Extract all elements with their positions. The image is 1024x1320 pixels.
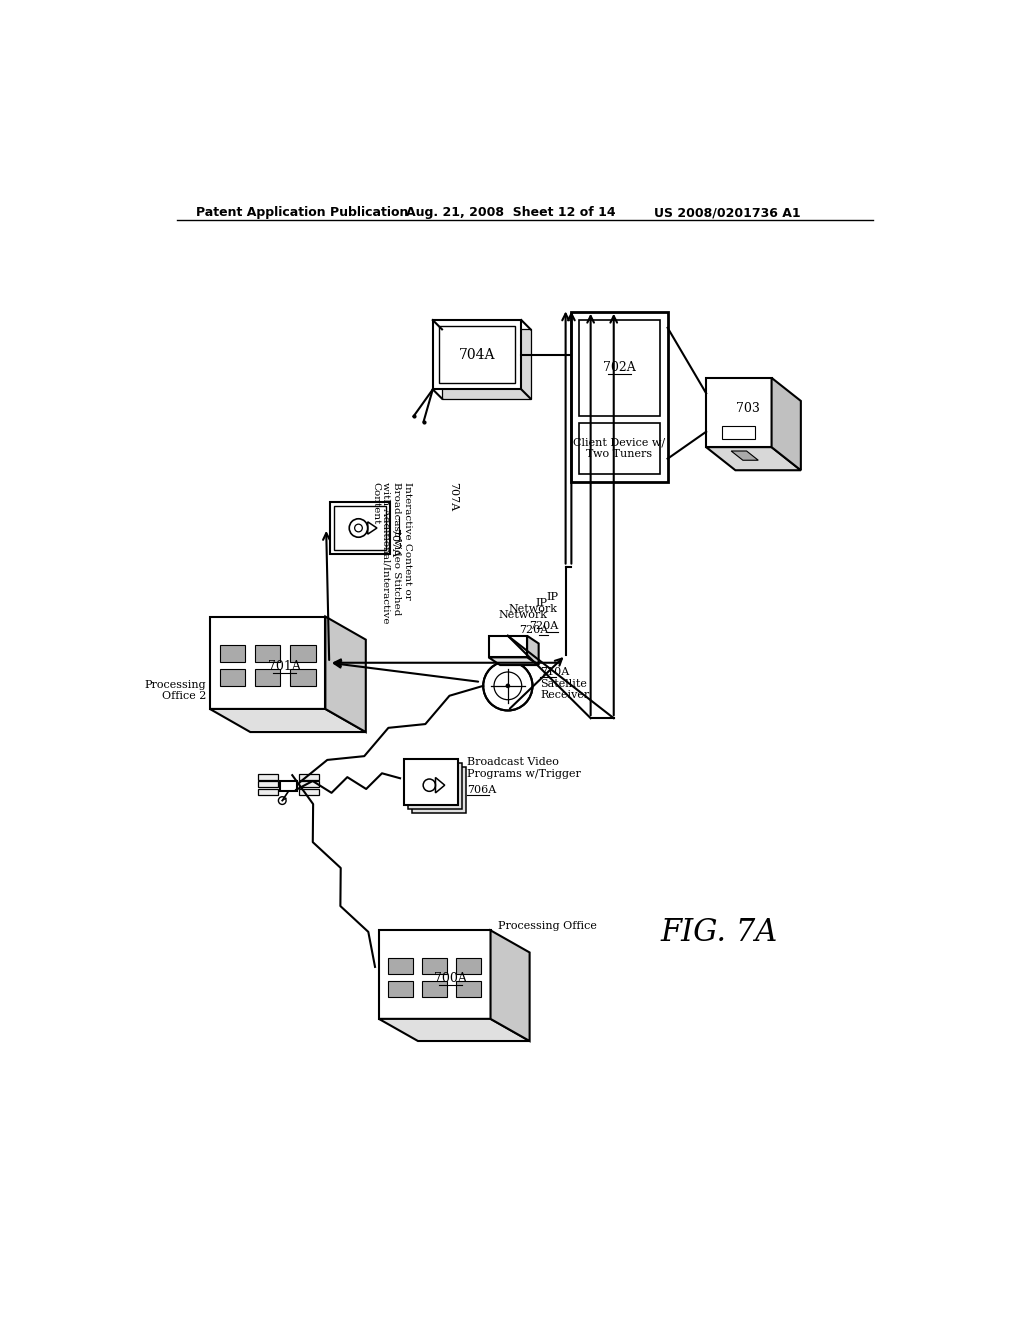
Text: Satellite
Receiver: Satellite Receiver: [541, 678, 590, 701]
Text: 704A: 704A: [459, 347, 496, 362]
Polygon shape: [488, 657, 539, 665]
Bar: [255, 669, 281, 686]
Bar: [442, 330, 530, 399]
Text: Interactive Content or
Broadcast Video Stitched
with Additional/Interactive
Cont: Interactive Content or Broadcast Video S…: [372, 482, 412, 623]
Bar: [423, 981, 447, 997]
Polygon shape: [527, 636, 539, 665]
Bar: [334, 506, 386, 550]
Text: FIG. 7A: FIG. 7A: [660, 917, 777, 948]
Polygon shape: [210, 616, 326, 709]
Bar: [457, 981, 481, 997]
Text: IP
Network: IP Network: [499, 598, 548, 619]
Bar: [723, 425, 756, 440]
Text: 707A: 707A: [389, 528, 399, 557]
Polygon shape: [379, 1019, 529, 1041]
Polygon shape: [490, 931, 529, 1041]
Text: 702A: 702A: [603, 362, 636, 375]
Bar: [220, 669, 245, 686]
Bar: [299, 774, 319, 780]
Bar: [403, 759, 458, 805]
Bar: [488, 636, 527, 657]
Polygon shape: [326, 616, 366, 733]
Text: 720A: 720A: [518, 624, 548, 635]
Bar: [388, 958, 413, 974]
Text: 703: 703: [735, 403, 760, 416]
Text: 706A: 706A: [467, 785, 497, 795]
Bar: [433, 321, 521, 389]
Bar: [330, 502, 390, 554]
Text: 720A: 720A: [528, 622, 558, 631]
Bar: [220, 645, 245, 661]
Bar: [299, 789, 319, 795]
Circle shape: [483, 661, 532, 710]
Text: IP
Network: IP Network: [509, 593, 558, 614]
Bar: [580, 321, 659, 416]
Bar: [290, 669, 315, 686]
Bar: [408, 763, 462, 809]
Bar: [290, 645, 315, 661]
Bar: [571, 313, 668, 482]
Text: 701A: 701A: [268, 660, 301, 673]
Bar: [299, 781, 319, 788]
Bar: [423, 958, 447, 974]
Bar: [580, 424, 659, 474]
Bar: [388, 981, 413, 997]
Polygon shape: [731, 451, 758, 461]
Bar: [412, 767, 466, 813]
Text: Broadcast Video
Programs w/Trigger: Broadcast Video Programs w/Trigger: [467, 758, 581, 779]
Bar: [258, 789, 278, 795]
Polygon shape: [707, 378, 772, 447]
Polygon shape: [707, 447, 801, 470]
Text: US 2008/0201736 A1: US 2008/0201736 A1: [654, 206, 801, 219]
Bar: [258, 781, 278, 788]
Bar: [439, 326, 515, 383]
Polygon shape: [772, 378, 801, 470]
Text: Aug. 21, 2008  Sheet 12 of 14: Aug. 21, 2008 Sheet 12 of 14: [407, 206, 615, 219]
Text: 710A: 710A: [541, 667, 569, 677]
Text: 707A: 707A: [447, 482, 458, 511]
Bar: [258, 774, 278, 780]
Polygon shape: [210, 709, 366, 733]
Text: Processing
Office 2: Processing Office 2: [144, 680, 206, 701]
Circle shape: [506, 684, 510, 688]
Bar: [255, 645, 281, 661]
Bar: [457, 958, 481, 974]
Text: Client Device w/
Two Tuners: Client Device w/ Two Tuners: [573, 438, 666, 459]
Text: Patent Application Publication: Patent Application Publication: [196, 206, 409, 219]
Polygon shape: [379, 931, 490, 1019]
Text: Processing Office: Processing Office: [499, 921, 597, 931]
Text: 700A: 700A: [434, 972, 467, 985]
Bar: [280, 780, 297, 792]
